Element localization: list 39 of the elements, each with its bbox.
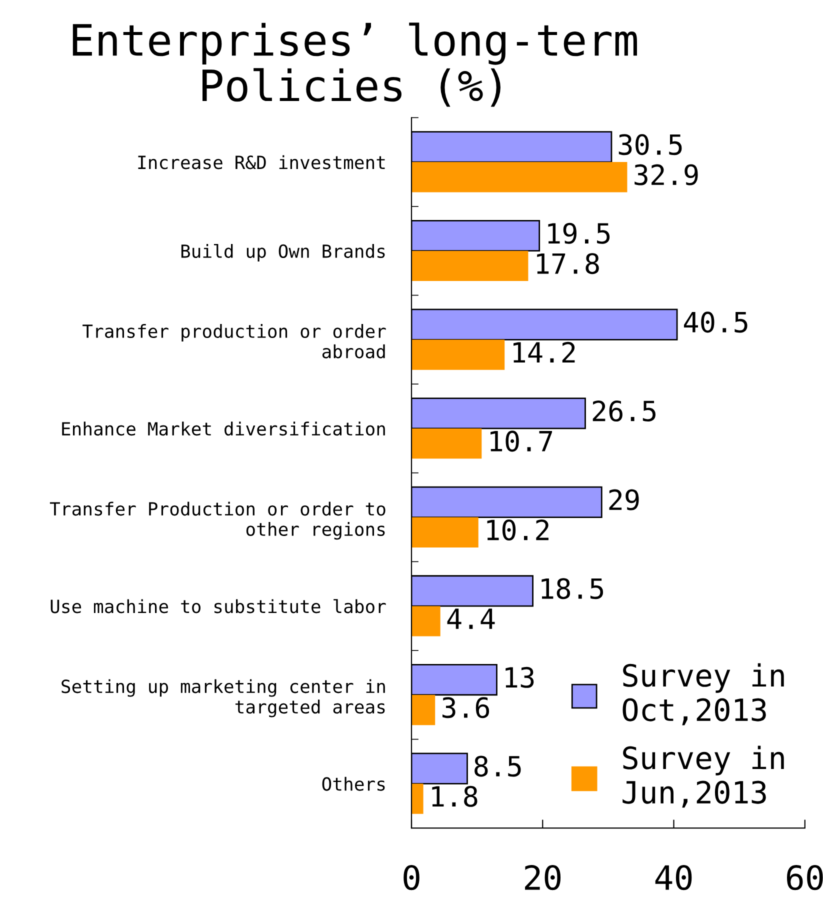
bar bbox=[412, 784, 424, 814]
bar bbox=[412, 340, 505, 370]
data-label: 10.7 bbox=[490, 430, 552, 452]
data-label: 8.5 bbox=[474, 756, 521, 777]
bar bbox=[412, 606, 440, 636]
data-label: 29 bbox=[609, 489, 639, 510]
data-label: 19.5 bbox=[548, 222, 610, 244]
bar bbox=[412, 162, 628, 192]
data-label: 1.8 bbox=[432, 786, 478, 807]
y-tick-label: Others bbox=[322, 776, 385, 791]
data-label: 4.4 bbox=[447, 608, 495, 629]
y-tick-label: Build up Own Brands bbox=[181, 244, 385, 262]
data-label: 17.8 bbox=[537, 253, 599, 274]
y-tick-label: Increase R&D investment bbox=[138, 155, 385, 170]
y-tick-label: Enhance Market diversification bbox=[62, 422, 385, 436]
y-tick-label: Setting up marketing center in targeted areas bbox=[62, 679, 385, 718]
data-label: 3.6 bbox=[442, 697, 490, 718]
x-tick-label: 0 bbox=[404, 864, 420, 890]
x-tick-label: 20 bbox=[525, 864, 561, 890]
bar bbox=[412, 694, 436, 726]
data-label: 30.5 bbox=[618, 134, 682, 156]
x-tick-label: 60 bbox=[786, 864, 823, 890]
y-tick-label: Transfer production or order abroad bbox=[82, 324, 386, 358]
bar bbox=[412, 517, 478, 548]
data-label: 10.2 bbox=[487, 519, 548, 540]
bar bbox=[412, 250, 528, 282]
data-label: 32.9 bbox=[634, 164, 698, 186]
y-tick-label: Transfer Production or order to other regions bbox=[50, 502, 386, 540]
legend-label: Survey in Jun,2013 bbox=[622, 746, 784, 808]
data-label: 13 bbox=[506, 666, 534, 688]
data-label: 18.5 bbox=[542, 578, 604, 600]
x-tick-label: 40 bbox=[655, 864, 692, 890]
data-label: 40.5 bbox=[684, 312, 748, 333]
bar bbox=[412, 428, 482, 459]
data-label: 14.2 bbox=[513, 342, 575, 362]
data-label: 26.5 bbox=[592, 400, 656, 422]
chart-title: Enterprises’ long-term Policies (%) bbox=[72, 22, 637, 107]
legend-label: Survey in Oct,2013 bbox=[622, 663, 784, 726]
y-tick-label: Use machine to substitute labor bbox=[50, 599, 386, 614]
